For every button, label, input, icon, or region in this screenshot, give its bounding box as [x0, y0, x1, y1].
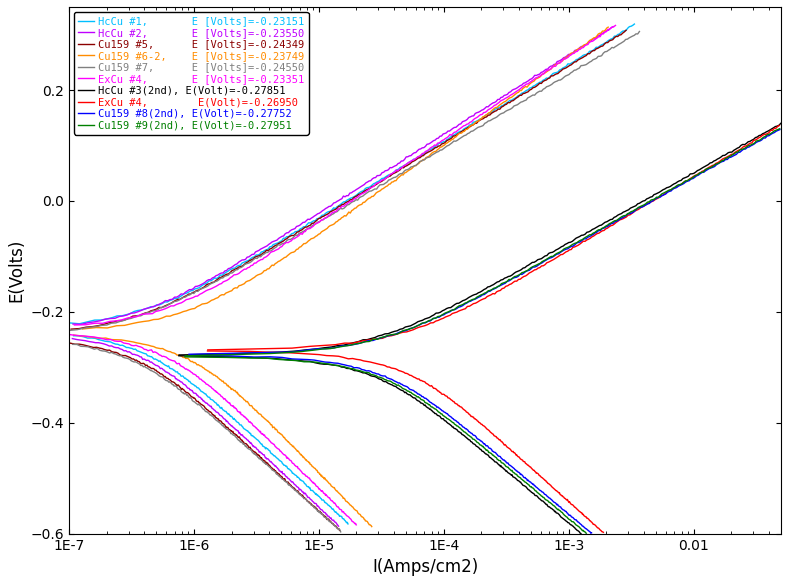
Cu159 #5,      E [Volts]=-0.24349	[175, 384, 184, 391]
Cu159 #6-2,    E [Volts]=-0.23749	[367, 523, 377, 530]
HcCu #1,       E [Volts]=-0.23151	[313, 491, 322, 498]
HcCu #3(2nd), E(Volt)=-0.27851	[433, 412, 443, 419]
Line: HcCu #2,       E [Volts]=-0.23550: HcCu #2, E [Volts]=-0.23550	[72, 339, 339, 526]
Line: Cu159 #5,      E [Volts]=-0.24349: Cu159 #5, E [Volts]=-0.24349	[70, 343, 340, 531]
Cu159 #7,      E [Volts]=-0.24550	[292, 489, 302, 496]
ExCu #4,       E [Volts]=-0.23351	[65, 331, 75, 338]
Line: ExCu #4,       E [Volts]=-0.23351: ExCu #4, E [Volts]=-0.23351	[70, 335, 356, 525]
Line: ExCu #4,        E(Volt)=-0.26950: ExCu #4, E(Volt)=-0.26950	[207, 351, 604, 532]
Cu159 #5,      E [Volts]=-0.24349	[335, 527, 344, 534]
Cu159 #7,      E [Volts]=-0.24550	[151, 369, 160, 376]
Cu159 #5,      E [Volts]=-0.24349	[254, 452, 263, 459]
HcCu #1,       E [Volts]=-0.23151	[321, 499, 330, 506]
ExCu #4,        E(Volt)=-0.26950	[512, 451, 522, 458]
Line: Cu159 #9(2nd), E(Volt)=-0.27951: Cu159 #9(2nd), E(Volt)=-0.27951	[185, 357, 586, 533]
ExCu #4,        E(Volt)=-0.26950	[599, 529, 608, 536]
ExCu #4,       E [Volts]=-0.23351	[214, 391, 224, 398]
Cu159 #8(2nd), E(Volt)=-0.27752	[501, 458, 511, 465]
Cu159 #6-2,    E [Volts]=-0.23749	[301, 456, 310, 463]
Y-axis label: E(Volts): E(Volts)	[7, 238, 25, 302]
Cu159 #7,      E [Volts]=-0.24550	[80, 343, 89, 350]
HcCu #3(2nd), E(Volt)=-0.27851	[576, 530, 585, 537]
HcCu #1,       E [Volts]=-0.23151	[344, 521, 353, 528]
HcCu #3(2nd), E(Volt)=-0.27851	[496, 462, 506, 469]
Line: Cu159 #6-2,    E [Volts]=-0.23749: Cu159 #6-2, E [Volts]=-0.23749	[73, 335, 372, 526]
Cu159 #9(2nd), E(Volt)=-0.27951	[537, 493, 546, 500]
Cu159 #5,      E [Volts]=-0.24349	[309, 503, 318, 510]
HcCu #2,       E [Volts]=-0.23550	[326, 514, 336, 521]
Line: HcCu #3(2nd), E(Volt)=-0.27851: HcCu #3(2nd), E(Volt)=-0.27851	[179, 356, 581, 533]
Cu159 #8(2nd), E(Volt)=-0.27752	[452, 417, 461, 424]
HcCu #3(2nd), E(Volt)=-0.27851	[481, 451, 491, 458]
Cu159 #5,      E [Volts]=-0.24349	[65, 340, 75, 347]
Cu159 #6-2,    E [Volts]=-0.23749	[69, 332, 78, 339]
Cu159 #5,      E [Volts]=-0.24349	[221, 422, 230, 429]
Cu159 #7,      E [Volts]=-0.24550	[107, 349, 117, 356]
HcCu #2,       E [Volts]=-0.23550	[177, 378, 187, 385]
Cu159 #9(2nd), E(Volt)=-0.27951	[453, 423, 463, 430]
HcCu #1,       E [Volts]=-0.23151	[336, 513, 346, 520]
Cu159 #6-2,    E [Volts]=-0.23749	[343, 499, 352, 506]
ExCu #4,       E [Volts]=-0.23351	[133, 343, 143, 350]
ExCu #4,        E(Volt)=-0.26950	[574, 507, 583, 514]
Cu159 #7,      E [Volts]=-0.24550	[336, 528, 345, 535]
HcCu #2,       E [Volts]=-0.23550	[68, 335, 77, 342]
X-axis label: I(Amps/cm2): I(Amps/cm2)	[372, 558, 478, 576]
Line: HcCu #1,       E [Volts]=-0.23151: HcCu #1, E [Volts]=-0.23151	[73, 336, 348, 524]
Cu159 #9(2nd), E(Volt)=-0.27951	[424, 401, 433, 408]
Legend: HcCu #1,       E [Volts]=-0.23151, HcCu #2,       E [Volts]=-0.23550, Cu159 #5, : HcCu #1, E [Volts]=-0.23151, HcCu #2, E …	[74, 12, 309, 135]
HcCu #1,       E [Volts]=-0.23151	[280, 462, 289, 469]
Cu159 #9(2nd), E(Volt)=-0.27951	[180, 353, 190, 360]
HcCu #3(2nd), E(Volt)=-0.27851	[408, 394, 418, 401]
Cu159 #6-2,    E [Volts]=-0.23749	[164, 348, 173, 355]
ExCu #4,       E [Volts]=-0.23351	[222, 398, 232, 405]
HcCu #1,       E [Volts]=-0.23151	[163, 363, 173, 370]
ExCu #4,       E [Volts]=-0.23351	[351, 521, 361, 528]
HcCu #2,       E [Volts]=-0.23550	[255, 449, 264, 456]
Cu159 #7,      E [Volts]=-0.24550	[229, 432, 239, 439]
Cu159 #8(2nd), E(Volt)=-0.27752	[184, 352, 194, 359]
Cu159 #7,      E [Volts]=-0.24550	[68, 341, 77, 348]
Cu159 #8(2nd), E(Volt)=-0.27752	[522, 475, 531, 482]
ExCu #4,        E(Volt)=-0.26950	[536, 473, 545, 480]
Line: Cu159 #7,      E [Volts]=-0.24550: Cu159 #7, E [Volts]=-0.24550	[72, 345, 340, 532]
ExCu #4,        E(Volt)=-0.26950	[376, 361, 385, 368]
ExCu #4,       E [Volts]=-0.23351	[322, 491, 331, 498]
HcCu #1,       E [Volts]=-0.23151	[69, 332, 78, 339]
Cu159 #9(2nd), E(Volt)=-0.27951	[582, 530, 591, 537]
Cu159 #8(2nd), E(Volt)=-0.27752	[587, 529, 597, 536]
Cu159 #7,      E [Volts]=-0.24550	[196, 403, 206, 410]
Cu159 #6-2,    E [Volts]=-0.23749	[185, 357, 195, 364]
Cu159 #8(2nd), E(Volt)=-0.27752	[385, 375, 395, 382]
Cu159 #6-2,    E [Volts]=-0.23749	[366, 522, 375, 529]
Cu159 #8(2nd), E(Volt)=-0.27752	[482, 442, 492, 449]
HcCu #3(2nd), E(Volt)=-0.27851	[174, 352, 184, 359]
ExCu #4,       E [Volts]=-0.23351	[305, 475, 314, 482]
HcCu #2,       E [Volts]=-0.23550	[308, 498, 318, 505]
HcCu #2,       E [Volts]=-0.23550	[84, 338, 94, 345]
HcCu #2,       E [Volts]=-0.23550	[334, 523, 344, 530]
ExCu #4,        E(Volt)=-0.26950	[203, 347, 212, 354]
ExCu #4,        E(Volt)=-0.26950	[436, 389, 445, 396]
Cu159 #5,      E [Volts]=-0.24349	[82, 342, 91, 349]
Cu159 #8(2nd), E(Volt)=-0.27752	[485, 445, 494, 452]
Cu159 #9(2nd), E(Volt)=-0.27951	[518, 476, 527, 483]
HcCu #1,       E [Volts]=-0.23151	[310, 490, 320, 497]
ExCu #4,       E [Volts]=-0.23351	[176, 362, 185, 369]
HcCu #2,       E [Volts]=-0.23550	[221, 418, 231, 425]
Line: Cu159 #8(2nd), E(Volt)=-0.27752: Cu159 #8(2nd), E(Volt)=-0.27752	[189, 355, 592, 533]
Cu159 #9(2nd), E(Volt)=-0.27951	[552, 505, 562, 512]
HcCu #3(2nd), E(Volt)=-0.27851	[491, 458, 500, 465]
Cu159 #5,      E [Volts]=-0.24349	[327, 520, 336, 527]
Cu159 #9(2nd), E(Volt)=-0.27951	[358, 368, 367, 375]
Cu159 #8(2nd), E(Volt)=-0.27752	[586, 530, 596, 537]
ExCu #4,        E(Volt)=-0.26950	[448, 398, 458, 405]
Cu159 #6-2,    E [Volts]=-0.23749	[262, 416, 271, 423]
HcCu #3(2nd), E(Volt)=-0.27851	[512, 476, 522, 483]
